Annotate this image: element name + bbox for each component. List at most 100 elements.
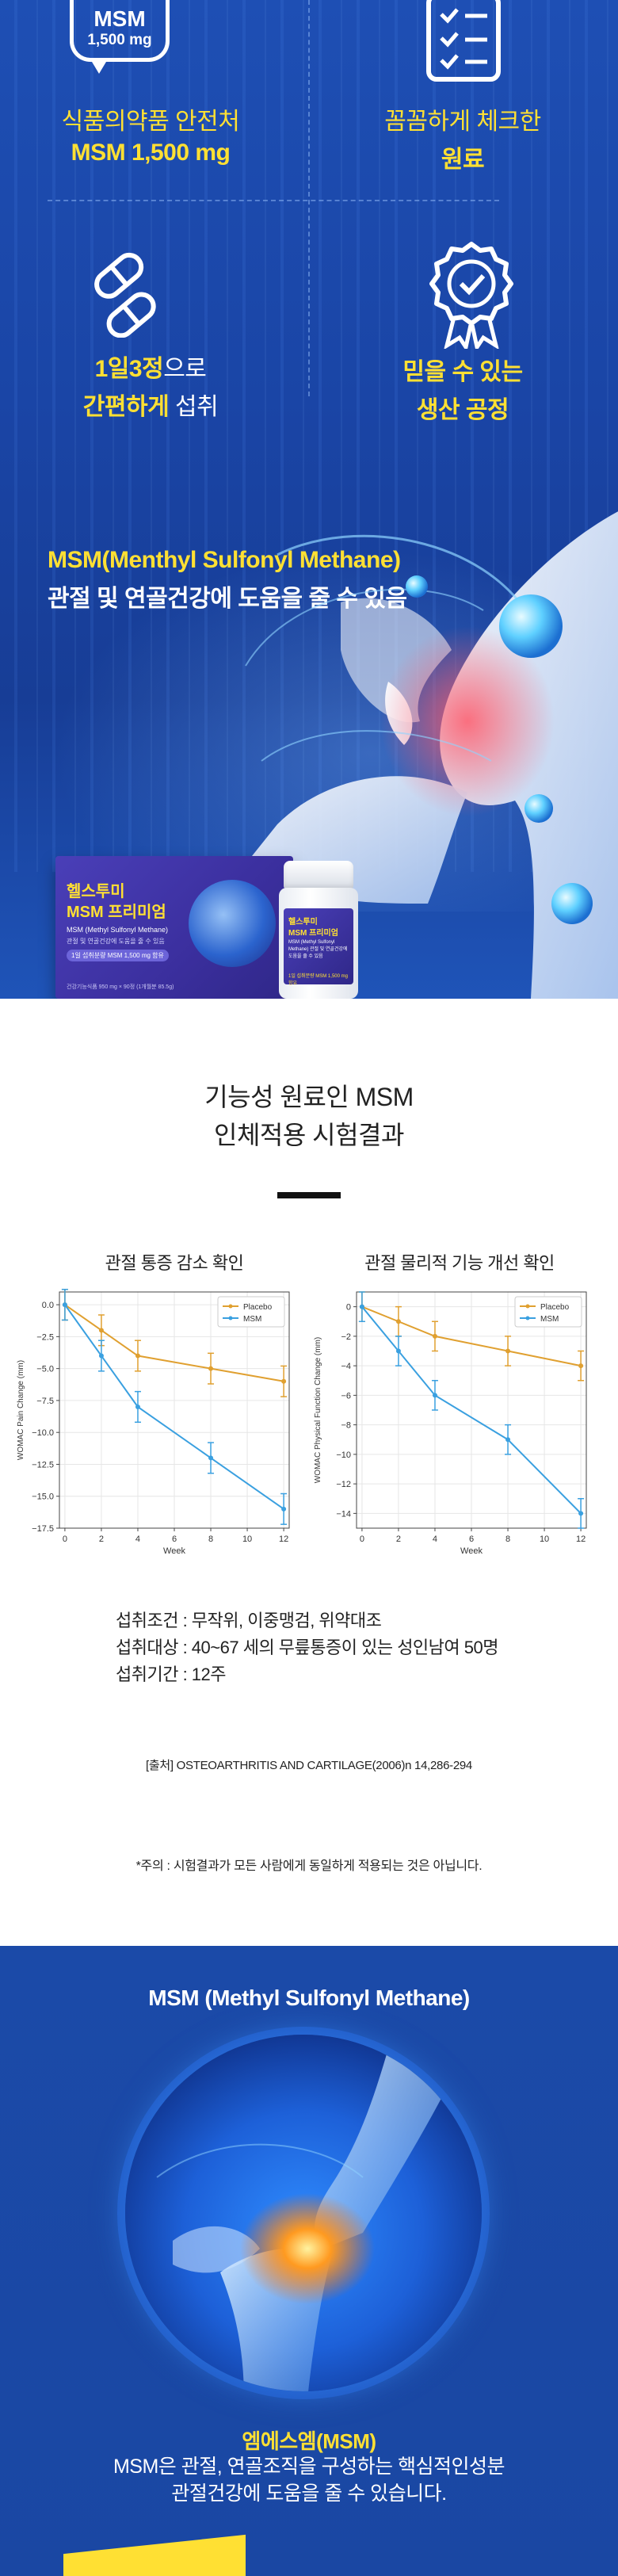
divider-vertical	[308, 0, 310, 396]
data-point-msm	[395, 1348, 401, 1354]
box-product-name: MSM 프리미엄	[67, 904, 166, 921]
x-tick-label: 10	[242, 1535, 252, 1544]
product-box-image: 헬스투미 MSM 프리미엄 MSM (Methyl Sulfonyl Metha…	[55, 856, 293, 999]
legend-label: Placebo	[540, 1303, 570, 1312]
legend-box	[217, 1296, 285, 1328]
box-ingredient: MSM (Methyl Sulfonyl Methane)	[67, 926, 169, 934]
x-tick-label: 0	[63, 1535, 67, 1544]
y-tick-label: −2	[341, 1332, 351, 1342]
feature-ingredient-line1: 꼼꼼하게 체크한	[384, 109, 541, 135]
box-brand: 헬스투미	[67, 883, 125, 900]
study-condition-period: 섭취기간 : 12주	[116, 1664, 227, 1684]
data-point-placebo	[505, 1348, 511, 1354]
capsule-icon	[94, 252, 156, 338]
msm-name: 엠에스엠(MSM)	[242, 2429, 376, 2453]
divider-horizontal	[48, 200, 499, 201]
feature-intake-bold1: 1일3정	[94, 356, 164, 382]
feature-intake-rest2: 섭취	[169, 394, 219, 420]
clinical-title-line1: 기능성 원료인 MSM	[204, 1083, 414, 1111]
x-tick-label: 6	[469, 1535, 474, 1544]
y-tick-label: −10	[336, 1450, 351, 1460]
data-point-placebo	[208, 1366, 214, 1371]
feature-intake: 1일3정으로 간편하게 섭취	[16, 349, 285, 422]
clinical-title: 기능성 원료인 MSM 인체적용 시험결과	[0, 1078, 618, 1154]
data-point-msm	[578, 1511, 584, 1516]
x-axis-label: Week	[460, 1546, 483, 1556]
data-point-msm	[62, 1302, 67, 1308]
y-tick-label: 0.0	[42, 1301, 54, 1310]
y-tick-label: −7.5	[36, 1397, 54, 1406]
clinical-results-section: 기능성 원료인 MSM 인체적용 시험결과 관절 통증 감소 확인 관절 물리적…	[0, 999, 618, 1946]
source-citation: [출처] OSTEOARTHRITIS AND CARTILAGE(2006)n…	[146, 1759, 472, 1772]
plot-frame	[356, 1291, 587, 1529]
legend-label: Placebo	[243, 1303, 273, 1312]
y-tick-label: 0	[346, 1303, 351, 1313]
data-point-placebo	[281, 1378, 287, 1384]
legend-marker	[228, 1316, 233, 1320]
x-tick-label: 4	[433, 1535, 437, 1544]
x-axis-label: Week	[163, 1546, 185, 1556]
data-point-msm	[135, 1404, 140, 1409]
data-point-msm	[281, 1506, 287, 1512]
box-footer: 건강기능식품 950 mg × 90정 (1개월분 85.5g)	[67, 984, 174, 990]
study-condition-method: 섭취조건 : 무작위, 이중맹검, 위약대조	[116, 1611, 382, 1630]
study-condition-subjects: 섭취대상 : 40~67 세의 무릎통증이 있는 성인남여 50명	[116, 1638, 498, 1657]
feature-intake-rest1: 으로	[163, 356, 207, 382]
feature-safety: 식품의약품 안전처 MSM 1,500 mg	[16, 101, 285, 166]
bubble-main-text: MSM	[93, 6, 146, 31]
feature-process-line1: 믿을 수 있는	[402, 359, 523, 385]
msm-info-section: MSM (Methyl Sulfonyl Methane) 엠에스엠(MSM)	[0, 1946, 618, 2576]
legend-label: MSM	[243, 1315, 261, 1324]
title-underline-bar	[277, 1192, 341, 1198]
data-point-placebo	[395, 1319, 401, 1324]
knee-xray-image	[125, 2035, 482, 2391]
bottle-product-name: MSM 프리미엄	[288, 929, 338, 938]
x-tick-label: 2	[99, 1535, 104, 1544]
y-tick-label: −6	[341, 1391, 351, 1401]
data-point-msm	[505, 1437, 511, 1443]
y-tick-label: −12	[336, 1480, 351, 1489]
badge-check-icon	[429, 242, 513, 349]
data-point-placebo	[432, 1333, 437, 1339]
chart-legend: Placebo MSM	[217, 1296, 285, 1328]
x-tick-label: 12	[279, 1535, 288, 1544]
yellow-accent-tab	[63, 2534, 246, 2576]
y-tick-label: −10.0	[32, 1428, 54, 1438]
data-point-msm	[208, 1455, 214, 1461]
y-tick-label: −12.5	[32, 1460, 54, 1470]
study-conditions: 섭취조건 : 무작위, 이중맹검, 위약대조 섭취대상 : 40~67 세의 무…	[116, 1607, 498, 1688]
legend-box	[514, 1296, 582, 1328]
box-dose-badge: 1일 섭취분량 MSM 1,500 mg 함유	[67, 950, 169, 961]
legend-marker	[525, 1304, 530, 1309]
data-point-msm	[432, 1393, 437, 1398]
clinical-title-line2: 인체적용 시험결과	[214, 1121, 404, 1149]
checklist-icon	[426, 0, 501, 82]
product-bottle-image: 헬스투미 MSM 프리미엄 MSM (Methyl Sulfonyl Metha…	[279, 861, 358, 999]
chart-title-function: 관절 물리적 기능 개선 확인	[364, 1253, 555, 1273]
msm-description-line2: 관절건강에 도움을 줄 수 있습니다.	[171, 2482, 447, 2505]
speech-bubble-icon: MSM 1,500 mg	[70, 0, 170, 74]
y-tick-label: −4	[341, 1362, 351, 1371]
x-tick-label: 10	[540, 1535, 549, 1544]
bottle-brand: 헬스투미	[288, 918, 318, 927]
hero-title-line1: MSM(Menthyl Sulfonyl Methane)	[48, 547, 401, 573]
y-tick-label: −17.5	[32, 1524, 54, 1534]
legend-label: MSM	[540, 1315, 559, 1324]
feature-safety-line1: 식품의약품 안전처	[61, 109, 240, 135]
feature-process: 믿을 수 있는 생산 공정	[328, 349, 597, 425]
x-tick-label: 8	[208, 1535, 213, 1544]
msm-section-title: MSM (Methyl Sulfonyl Methane)	[148, 1986, 470, 2010]
bubble-sub-text: 1,500 mg	[87, 32, 152, 48]
box-claim: 관절 및 연골건강에 도움을 줄 수 있음	[67, 938, 165, 945]
bottle-claim: MSM (Methyl Sulfonyl Methane) 관절 및 연골건강에…	[288, 940, 348, 959]
legend-marker	[525, 1316, 530, 1320]
chart-legend: Placebo MSM	[514, 1296, 582, 1328]
y-axis-label: WOMAC Pain Change (mm)	[17, 1360, 25, 1460]
feature-process-line2: 생산 공정	[416, 397, 509, 423]
y-tick-label: −14	[336, 1509, 351, 1519]
feature-safety-line2: MSM 1,500 mg	[71, 140, 231, 166]
legend-marker	[228, 1304, 233, 1309]
y-tick-label: −2.5	[36, 1332, 54, 1342]
feature-ingredient: 꼼꼼하게 체크한 원료	[328, 101, 597, 174]
